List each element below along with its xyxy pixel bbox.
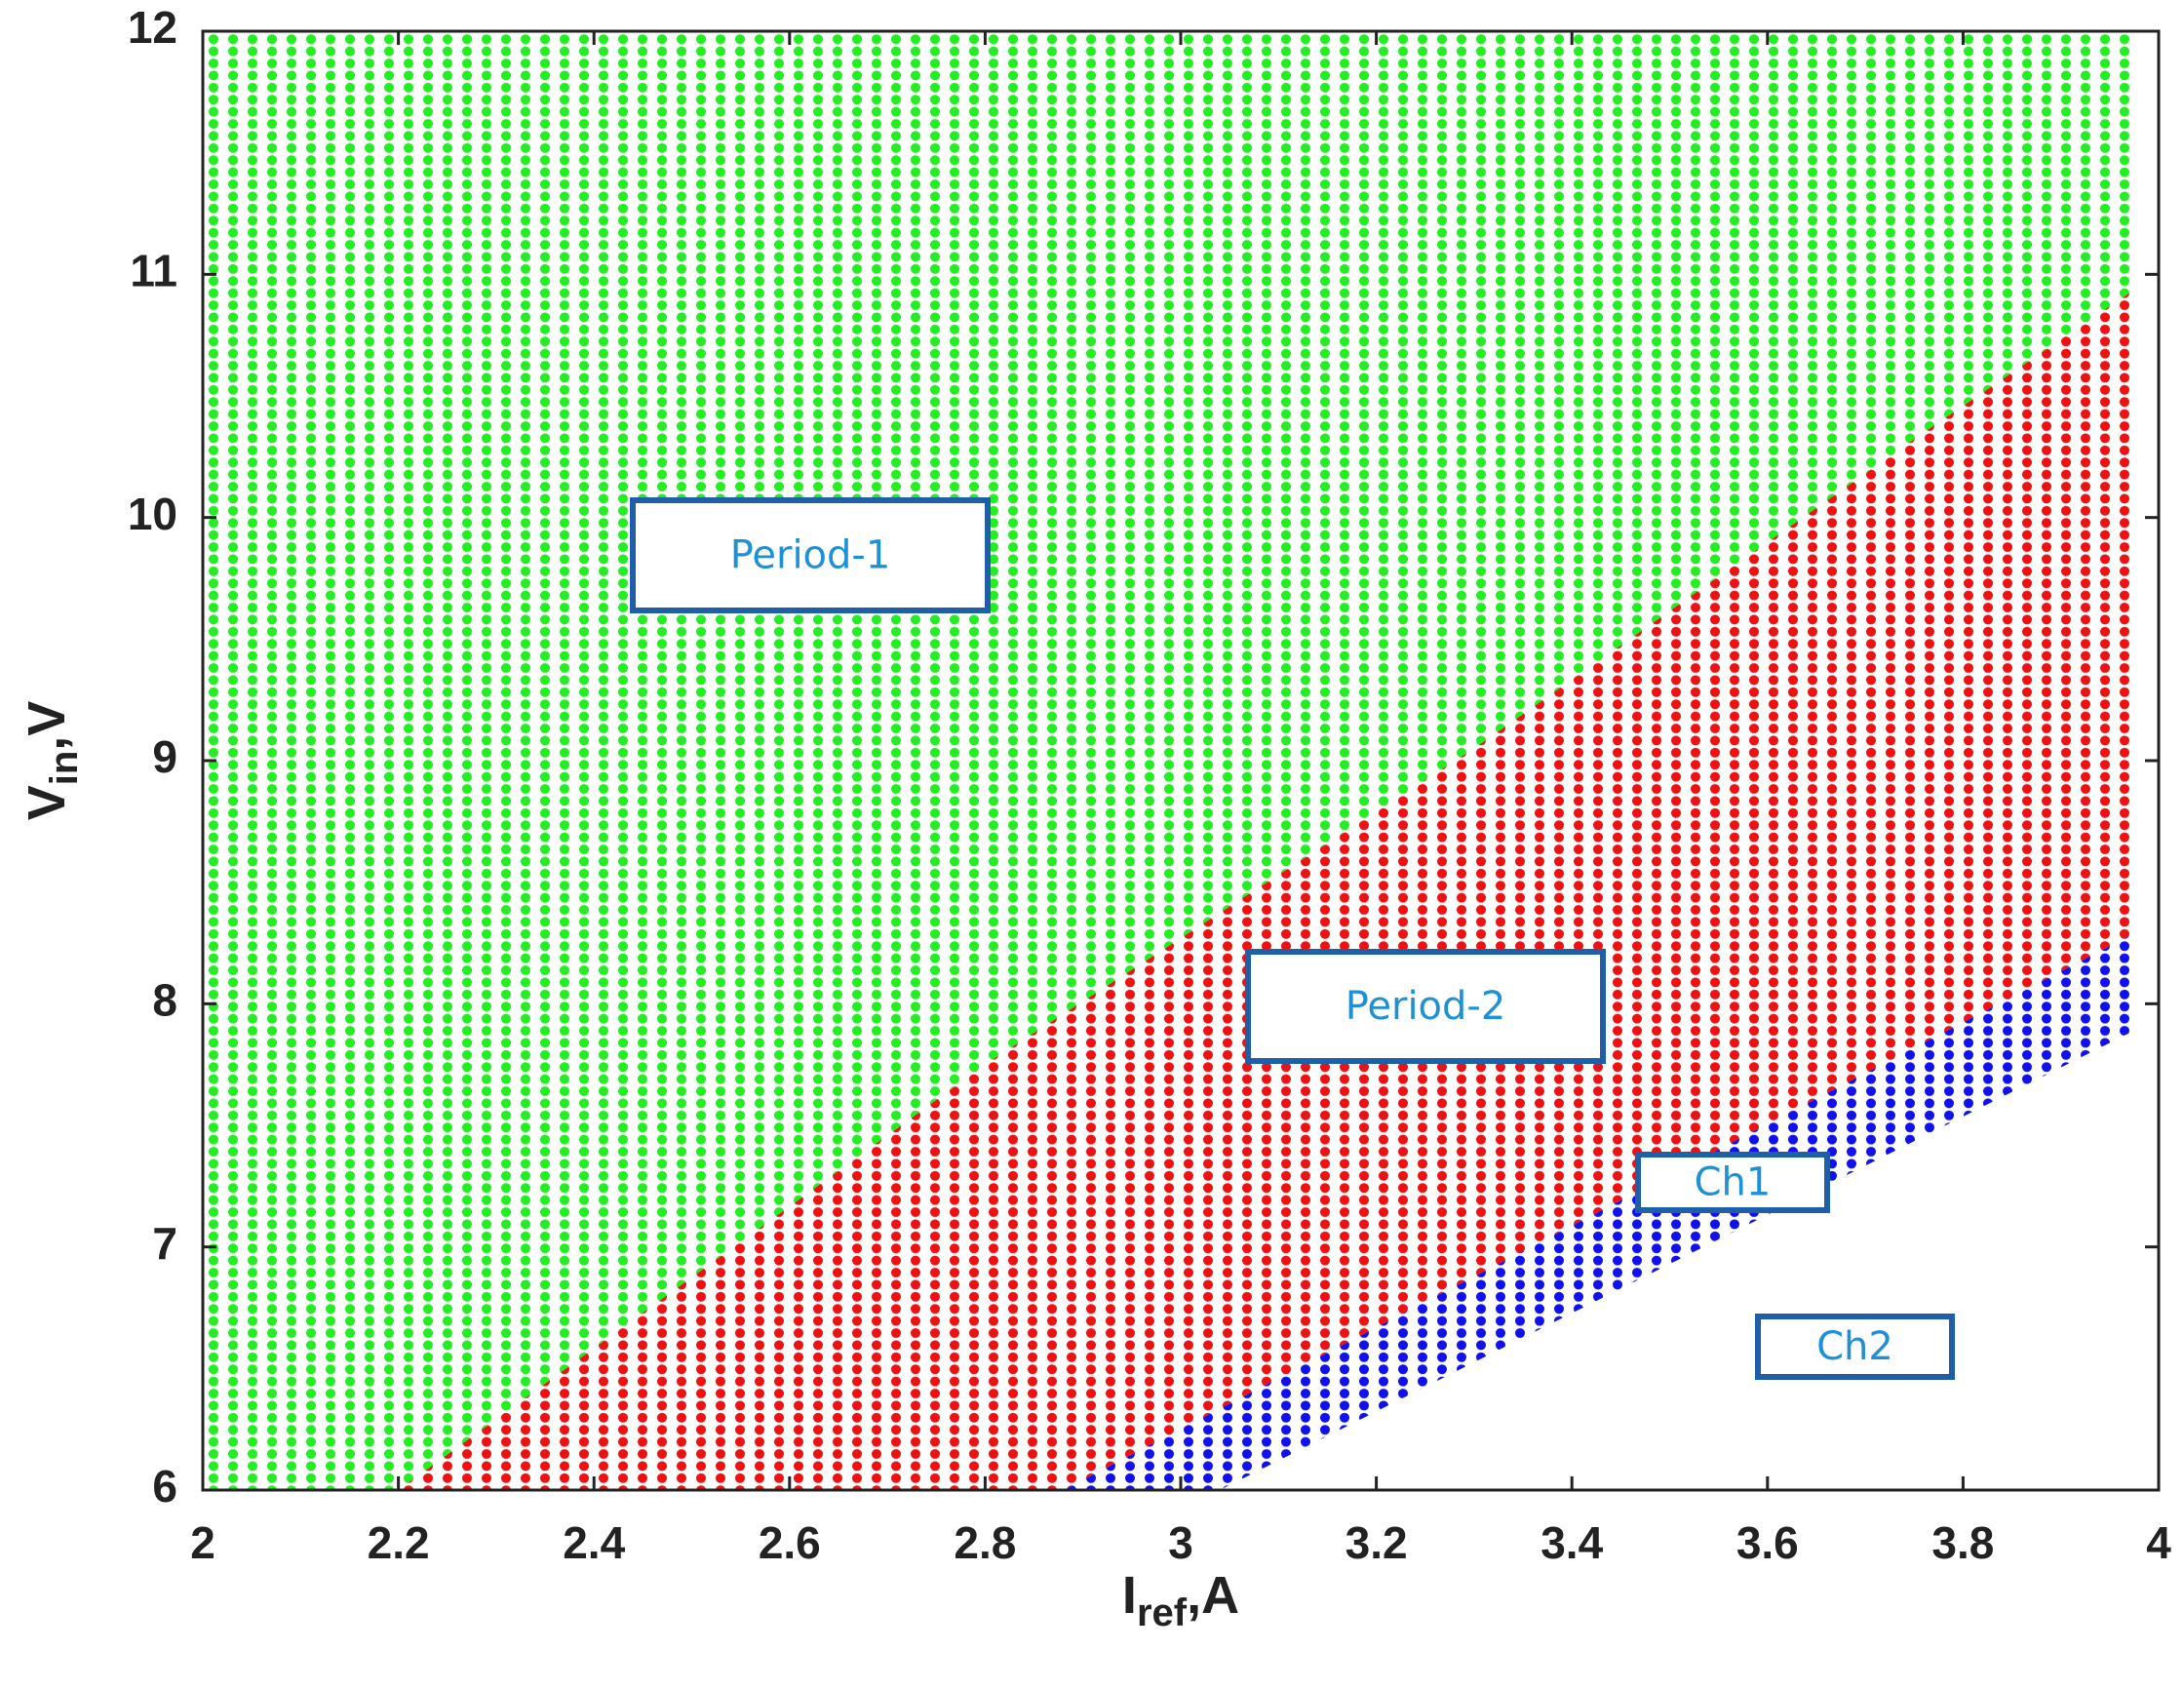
label-box bbox=[630, 497, 991, 613]
y-tick-label: 11 bbox=[130, 245, 177, 295]
x-tick-label: 2.6 bbox=[759, 1517, 821, 1568]
label-box bbox=[1245, 949, 1606, 1064]
x-axis-title-sub: ref bbox=[1137, 1591, 1188, 1634]
x-tick-label: 2.2 bbox=[368, 1517, 430, 1568]
label-box bbox=[1755, 1314, 1955, 1380]
regions bbox=[203, 31, 2159, 1490]
x-axis-title-main: I bbox=[1122, 1566, 1137, 1625]
y-axis-title-sub: in bbox=[43, 751, 86, 786]
x-tick-label: 2.8 bbox=[954, 1517, 1016, 1568]
x-tick-label: 4 bbox=[2146, 1517, 2171, 1568]
x-tick-label: 3.6 bbox=[1736, 1517, 1799, 1568]
annotations: Period-1 Period-2 Ch1 Ch2 bbox=[630, 497, 1955, 1380]
y-tick-label: 6 bbox=[152, 1461, 177, 1512]
x-tick-label: 2.4 bbox=[563, 1517, 625, 1568]
x-tick-label: 3.4 bbox=[1540, 1517, 1603, 1568]
y-tick-label: 12 bbox=[128, 2, 177, 53]
label-box bbox=[1635, 1152, 1830, 1213]
y-tick-label: 9 bbox=[152, 731, 177, 782]
region-label: Period-1 bbox=[730, 533, 891, 578]
y-tick-label: 10 bbox=[128, 489, 177, 539]
y-axis-title: Vin,V bbox=[18, 701, 85, 821]
region-2 bbox=[1063, 930, 2139, 1490]
region-0 bbox=[203, 31, 2139, 1490]
x-tick-label: 2 bbox=[190, 1517, 215, 1568]
y-axis-title-main: V bbox=[18, 785, 76, 820]
x-tick-label: 3 bbox=[1168, 1517, 1193, 1568]
region-label: Ch1 bbox=[1695, 1160, 1772, 1205]
y-tick-label: 8 bbox=[152, 974, 177, 1025]
region-1 bbox=[398, 286, 2139, 1490]
y-axis-title-tail: ,V bbox=[18, 701, 76, 751]
x-tick-label: 3.8 bbox=[1931, 1517, 1994, 1568]
region-label: Period-2 bbox=[1346, 984, 1506, 1029]
x-axis-title: Iref,A bbox=[1122, 1566, 1239, 1633]
region-label: Ch2 bbox=[1816, 1324, 1893, 1369]
x-axis-title-tail: ,A bbox=[1187, 1566, 1239, 1625]
y-tick-label: 7 bbox=[152, 1218, 177, 1269]
axes: 2 2.2 2.4 2.6 2.8 3 3.2 3.4 3.6 3.8 4 6 7 8 9 10 11 12 Ire… bbox=[18, 2, 2171, 1633]
x-tick-label: 3.2 bbox=[1346, 1517, 1408, 1568]
